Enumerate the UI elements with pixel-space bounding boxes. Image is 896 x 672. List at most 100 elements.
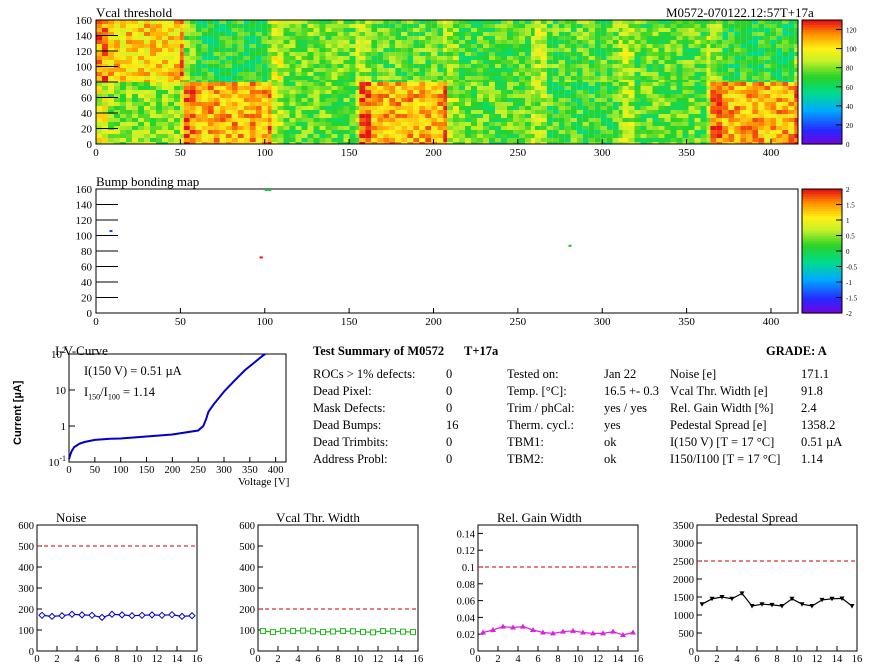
heatmap-cell	[612, 52, 619, 56]
heatmap-cell	[289, 52, 296, 56]
heatmap-cell	[249, 130, 256, 134]
palette-band	[802, 20, 842, 24]
heatmap-cell	[552, 28, 559, 32]
heatmap-cell	[477, 68, 483, 72]
palette-band	[802, 131, 842, 135]
heatmap-cell	[652, 28, 659, 32]
heatmap-cell	[453, 142, 459, 144]
heatmap-cell	[716, 114, 723, 118]
heatmap-cell	[343, 118, 350, 122]
heatmap-cell	[389, 98, 396, 102]
heatmap-cell	[722, 68, 729, 72]
heatmap-cell	[249, 122, 256, 126]
heatmap-cell	[582, 24, 589, 28]
heatmap-cell	[501, 24, 507, 28]
heatmap-cell	[676, 90, 683, 94]
heatmap-cell	[776, 126, 783, 130]
heatmap-cell	[700, 32, 707, 36]
heatmap-cell	[770, 98, 777, 102]
heatmap-cell	[120, 64, 126, 68]
heatmap-cell	[443, 98, 448, 102]
heatmap-cell	[670, 20, 677, 24]
heatmap-cell	[688, 40, 695, 44]
heatmap-cell	[168, 106, 174, 110]
heatmap-cell	[477, 118, 483, 122]
heatmap-cell	[261, 90, 268, 94]
heatmap-cell	[132, 102, 138, 106]
heatmap-cell	[201, 60, 208, 64]
heatmap-cell	[337, 110, 344, 114]
heatmap-cell	[395, 64, 402, 68]
heatmap-cell	[271, 36, 278, 40]
heatmap-cell	[102, 56, 108, 60]
heatmap-cell	[588, 44, 595, 48]
heatmap-cell	[664, 130, 671, 134]
heatmap-cell	[283, 130, 290, 134]
heatmap-cell	[331, 110, 338, 114]
heatmap-cell	[359, 98, 366, 102]
heatmap-cell	[576, 48, 583, 52]
heatmap-cell	[237, 24, 244, 28]
heatmap-cell	[546, 82, 553, 86]
heatmap-cell	[758, 20, 765, 24]
heatmap-cell	[243, 32, 250, 36]
palette-band	[802, 34, 842, 38]
palette-band	[802, 243, 842, 247]
heatmap-cell	[716, 24, 723, 28]
heatmap-cell	[546, 36, 553, 40]
heatmap-cell	[195, 20, 202, 24]
heatmap-cell	[552, 76, 559, 80]
heatmap-cell	[776, 142, 783, 144]
heatmap-cell	[570, 86, 577, 90]
heatmap-cell	[622, 44, 629, 48]
heatmap-cell	[183, 20, 190, 24]
palette-band	[802, 213, 842, 217]
heatmap-cell	[283, 72, 290, 76]
heatmap-cell	[652, 72, 659, 76]
tick-label: 140	[76, 200, 93, 212]
heatmap-cell	[96, 20, 102, 24]
heatmap-cell	[658, 60, 665, 64]
heatmap-cell	[365, 82, 372, 86]
heatmap-cell	[652, 80, 659, 82]
heatmap-cell	[271, 28, 278, 32]
heatmap-cell	[694, 52, 701, 56]
heatmap-cell	[431, 90, 438, 94]
heatmap-cell	[237, 20, 244, 24]
heatmap-cell	[519, 40, 525, 44]
heatmap-cell	[126, 76, 132, 80]
heatmap-cell	[237, 118, 244, 122]
heatmap-cell	[652, 60, 659, 64]
heatmap-cell	[447, 122, 453, 126]
heatmap-cell	[722, 142, 729, 144]
heatmap-cell	[734, 98, 741, 102]
heatmap-cell	[371, 60, 378, 64]
heatmap-cell	[770, 142, 777, 144]
heatmap-cell	[337, 48, 344, 52]
heatmap-cell	[483, 24, 489, 28]
tick-label: 250	[510, 316, 527, 328]
heatmap-cell	[102, 114, 108, 118]
palette-frame	[801, 19, 843, 145]
heatmap-cell	[794, 20, 799, 24]
heatmap-cell	[96, 94, 102, 98]
heatmap-cell	[640, 130, 647, 134]
heatmap-cell	[634, 110, 641, 114]
heatmap-cell	[120, 110, 126, 114]
heatmap-cell	[180, 110, 184, 114]
heatmap-cell	[365, 94, 372, 98]
heatmap-cell	[618, 90, 623, 94]
heatmap-cell	[343, 64, 350, 68]
heatmap-cell	[588, 134, 595, 138]
heatmap-cell	[534, 126, 541, 130]
heatmap-cell	[606, 90, 613, 94]
heatmap-cell	[646, 86, 653, 90]
heatmap-cell	[664, 72, 671, 76]
heatmap-cell	[682, 20, 689, 24]
data-point	[550, 630, 556, 636]
heatmap-cell	[588, 72, 595, 76]
heatmap-cell	[132, 36, 138, 40]
heatmap-cell	[243, 94, 250, 98]
heatmap-cell	[261, 118, 268, 122]
heatmap-cell	[102, 40, 108, 44]
